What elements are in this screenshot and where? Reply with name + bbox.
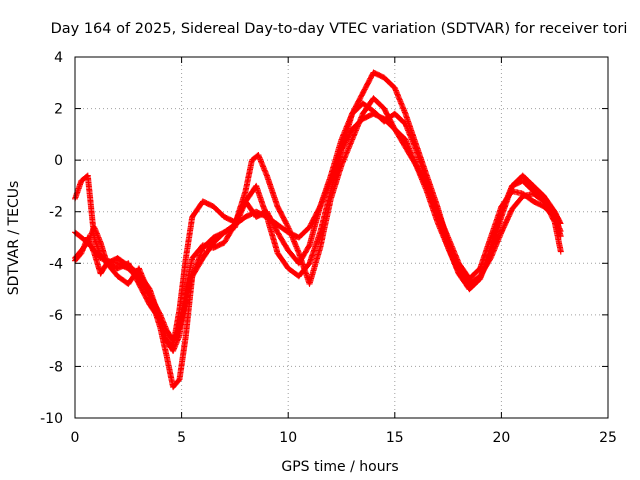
y-tick-label: -8 — [49, 359, 63, 375]
plot-frame — [74, 56, 609, 419]
axis-ticks: 0 5 10 15 20 25 -10 -8 -6 -4 -2 0 2 4 — [40, 50, 617, 446]
chart-title: Day 164 of 2025, Sidereal Day-to-day VTE… — [51, 21, 628, 37]
y-tick-label: -2 — [49, 205, 63, 221]
series-markers — [72, 100, 564, 349]
x-tick-label: 20 — [492, 430, 510, 446]
grid-lines — [75, 57, 608, 418]
data-series — [72, 69, 564, 391]
series-trace-1 — [72, 110, 564, 344]
series-markers — [72, 110, 564, 344]
x-tick-label: 25 — [599, 430, 617, 446]
x-tick-label: 5 — [177, 430, 186, 446]
y-tick-label: 0 — [54, 153, 63, 169]
x-tick-label: 15 — [386, 430, 404, 446]
y-tick-label: -4 — [49, 256, 63, 272]
x-tick-label: 10 — [279, 430, 297, 446]
series-trace-3 — [72, 69, 564, 391]
y-axis-label: SDTVAR / TECUs — [6, 181, 22, 296]
y-tick-label: -10 — [40, 411, 63, 427]
y-tick-label: 4 — [54, 50, 63, 66]
y-tick-label: 2 — [54, 102, 63, 118]
x-axis-label: GPS time / hours — [281, 459, 398, 475]
series-markers — [72, 69, 564, 391]
y-tick-label: -6 — [49, 308, 63, 324]
x-tick-label: 0 — [71, 430, 80, 446]
series-trace-4 — [72, 100, 564, 349]
